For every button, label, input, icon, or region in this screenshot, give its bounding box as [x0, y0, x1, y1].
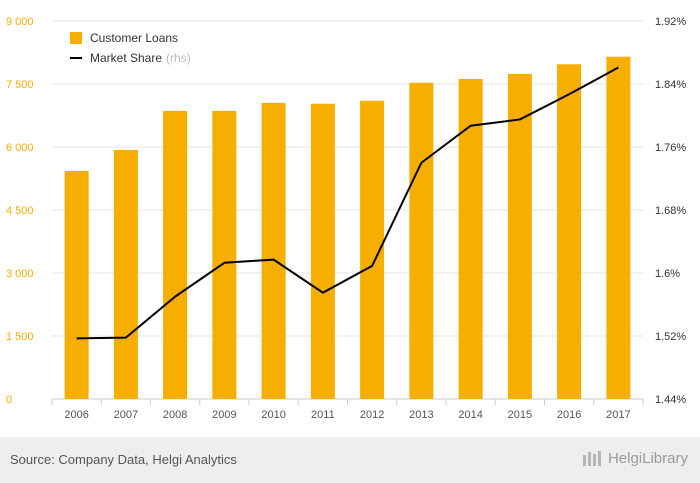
right-tick-label: 1.68%: [655, 205, 686, 217]
right-tick-label: 1.44%: [655, 394, 686, 406]
left-tick-label: 9 000: [6, 16, 34, 28]
left-axis-labels: 0 1 500 3 000 4 500 6 000 7 500 9 000: [6, 16, 34, 406]
x-axis-labels: 2006 2007 2008 2009 2010 2011 2012 2013 2014 2015…: [64, 409, 630, 421]
bar: [64, 170, 89, 399]
bar: [310, 103, 335, 400]
footer: Source: Company Data, Helgi Analytics He…: [0, 437, 700, 483]
bar: [507, 73, 532, 400]
x-tick-label: 2016: [557, 409, 581, 421]
left-tick-label: 0: [6, 394, 12, 406]
bar: [606, 56, 631, 399]
bar: [113, 149, 138, 399]
x-tick-label: 2014: [458, 409, 482, 421]
left-tick-label: 1 500: [6, 331, 34, 343]
x-tick-label: 2006: [64, 409, 88, 421]
x-tick-label: 2015: [508, 409, 532, 421]
right-tick-label: 1.84%: [655, 79, 686, 91]
left-tick-label: 7 500: [6, 79, 34, 91]
legend-note-rhs: (rhs): [166, 51, 191, 65]
legend-label-loans: Customer Loans: [90, 31, 179, 45]
left-tick-label: 6 000: [6, 142, 34, 154]
x-tick-label: 2007: [114, 409, 138, 421]
x-tick-label: 2013: [409, 409, 433, 421]
x-tick-label: 2008: [163, 409, 187, 421]
right-tick-label: 1.92%: [655, 16, 686, 28]
left-tick-label: 3 000: [6, 268, 34, 280]
right-tick-label: 1.76%: [655, 142, 686, 154]
right-axis-labels: 1.44% 1.52% 1.6% 1.68% 1.76% 1.84% 1.92%: [655, 16, 686, 406]
legend: Customer Loans Market Share (rhs): [70, 28, 191, 68]
bar: [212, 110, 237, 399]
legend-item-share[interactable]: Market Share (rhs): [70, 48, 191, 68]
loan-bars: [64, 56, 631, 400]
legend-line-share: [70, 57, 82, 59]
x-tick-label: 2011: [311, 409, 335, 421]
market-share-line: [76, 66, 619, 340]
library-icon: [582, 451, 601, 466]
helgi-logo[interactable]: HelgiLibrary: [582, 449, 688, 467]
source-text: Source: Company Data, Helgi Analytics: [10, 452, 237, 467]
gridlines: [52, 20, 643, 400]
x-axis-ticks: [51, 399, 644, 405]
logo-text: HelgiLibrary: [607, 449, 688, 467]
x-tick-label: 2009: [212, 409, 236, 421]
combo-chart: 0 1 500 3 000 4 500 6 000 7 500 9 000 1.44% 1.5…: [6, 16, 686, 421]
left-tick-label: 4 500: [6, 205, 34, 217]
x-tick-label: 2012: [360, 409, 384, 421]
legend-label-share: Market Share: [90, 51, 163, 65]
legend-item-loans[interactable]: Customer Loans: [70, 28, 191, 48]
x-tick-label: 2017: [606, 409, 630, 421]
market-share-polyline: [76, 66, 619, 340]
bar: [557, 64, 582, 399]
right-tick-label: 1.6%: [655, 268, 680, 280]
bar: [261, 102, 286, 400]
x-tick-label: 2010: [261, 409, 285, 421]
bar: [163, 110, 188, 399]
right-tick-label: 1.52%: [655, 331, 686, 343]
legend-swatch-loans: [70, 32, 82, 44]
bar: [409, 82, 434, 400]
